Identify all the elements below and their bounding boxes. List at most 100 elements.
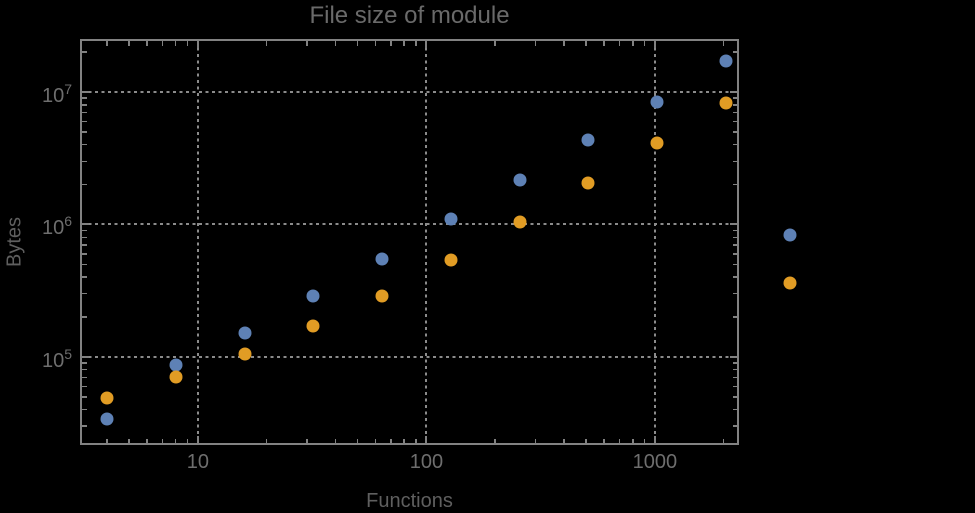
tick-mark [306,438,308,443]
tick-mark [494,438,496,443]
tick-mark [390,41,392,46]
tick-mark [563,41,565,46]
tick-mark [128,41,130,46]
tick-mark [82,143,87,146]
tick-mark [732,97,737,99]
tick-mark [732,396,737,398]
tick-mark [306,41,308,46]
tick-mark [196,41,199,48]
tick-mark [732,316,737,318]
tick-mark [585,438,587,443]
tick-mark [82,131,87,133]
tick-mark [534,438,537,443]
tick-mark [82,223,89,226]
data-point-blue-series [306,289,320,303]
data-point-orange-series [783,276,797,290]
tick-mark [82,368,87,371]
tick-mark [356,438,359,443]
tick-mark [494,41,496,46]
gridline-y-10e5 [82,355,737,358]
tick-mark [732,111,737,114]
data-point-orange-series [100,391,114,405]
tick-mark [618,438,621,443]
tick-mark [732,292,737,295]
tick-mark [174,438,177,443]
tick-mark [732,244,737,246]
tick-mark [732,104,737,106]
tick-mark [82,253,87,255]
tick-mark [732,160,737,162]
tick-mark [82,292,87,295]
tick-mark [82,396,87,398]
plot-frame [80,39,739,445]
tick-mark [82,91,89,93]
x-axis-label: Functions [366,490,453,512]
data-point-blue-series [581,133,595,147]
tick-mark [146,438,148,443]
tick-mark [390,438,392,443]
tick-mark [730,355,737,358]
tick-mark [415,41,417,46]
y-tick-label-10e7: 107 [41,81,72,107]
gridline-y-10e6 [82,223,737,226]
tick-mark [603,41,605,46]
data-point-blue-series [513,173,527,187]
y-axis-label: Bytes [3,216,26,268]
tick-mark [82,244,87,246]
tick-mark [265,438,268,443]
data-point-orange-series [650,136,664,150]
chart-title: File size of module [309,2,510,29]
tick-mark [265,41,268,46]
y-tick-label-10e6: 106 [41,213,72,240]
x-tick-label-100: 100 [409,451,444,473]
tick-mark [374,41,377,46]
tick-mark [186,438,189,443]
tick-mark [82,385,87,388]
tick-mark [722,41,725,46]
data-point-orange-series [375,289,389,303]
data-point-orange-series [444,253,458,267]
tick-mark [334,438,337,443]
tick-mark [82,183,87,186]
tick-mark [732,368,737,371]
tick-mark [643,438,646,443]
tick-mark [82,229,87,232]
data-point-blue-series [100,412,114,426]
tick-mark [82,104,87,106]
tick-mark [425,41,428,48]
tick-mark [82,120,87,123]
data-point-blue-series [783,228,797,242]
tick-mark [732,183,737,186]
tick-mark [732,143,737,146]
tick-mark [425,436,428,443]
tick-mark [722,438,725,443]
tick-mark [196,436,199,443]
gridline-y-10e7 [82,91,737,93]
data-point-blue-series [719,54,733,68]
tick-mark [534,41,537,46]
tick-mark [82,316,87,318]
tick-mark [730,91,737,93]
tick-mark [82,263,87,266]
tick-mark [82,376,87,379]
tick-mark [603,438,605,443]
tick-mark [161,41,164,46]
tick-mark [82,160,87,162]
data-point-orange-series [513,215,527,229]
tick-mark [618,41,621,46]
gridline-x-1000 [653,41,656,443]
tick-mark [732,408,737,411]
tick-mark [82,236,87,239]
tick-mark [146,41,148,46]
tick-mark [106,41,108,46]
tick-mark [732,253,737,255]
x-tick-label-10: 10 [186,451,209,473]
tick-mark [82,276,87,278]
tick-mark [356,41,359,46]
tick-mark [730,223,737,226]
tick-mark [186,41,189,46]
tick-mark [82,425,87,427]
tick-mark [732,362,737,364]
tick-mark [403,438,405,443]
x-tick-label-1000: 1000 [632,451,678,473]
